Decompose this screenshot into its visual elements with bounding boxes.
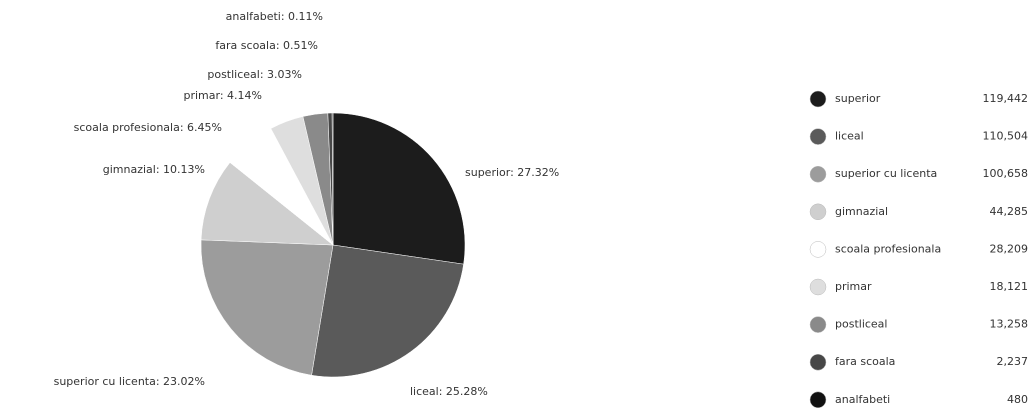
legend-swatch	[809, 241, 827, 258]
legend-label: scoala profesionala	[835, 242, 941, 255]
slice-label: superior: 27.32%	[465, 166, 559, 179]
pie-slice	[200, 162, 334, 246]
legend-label: primar	[835, 280, 872, 293]
pie-slice	[331, 112, 334, 246]
legend-value: 13,258	[990, 318, 1029, 331]
pie-slice	[332, 112, 466, 265]
legend-value: 2,237	[997, 355, 1029, 368]
slice-label: fara scoala: 0.51%	[215, 39, 318, 52]
legend-label: liceal	[835, 130, 864, 143]
legend-value: 119,442	[983, 92, 1029, 105]
legend-value: 110,504	[983, 130, 1029, 143]
legend-swatch	[809, 203, 827, 221]
slice-label: analfabeti: 0.11%	[226, 10, 323, 23]
slice-label: superior cu licenta: 23.02%	[54, 375, 205, 388]
legend-value: 480	[1007, 393, 1028, 406]
legend-swatch	[809, 316, 827, 333]
legend-label: superior	[835, 92, 881, 105]
legend-swatch	[809, 278, 827, 296]
legend-swatch	[809, 165, 827, 183]
slice-label: scoala profesionala: 6.45%	[74, 121, 222, 134]
legend-label: postliceal	[835, 318, 887, 331]
legend-value: 100,658	[983, 167, 1029, 180]
pie-slice	[311, 244, 464, 378]
legend-swatch	[809, 128, 827, 145]
legend-label: gimnazial	[835, 205, 888, 218]
legend-swatch	[809, 391, 827, 409]
legend-value: 28,209	[990, 242, 1029, 255]
legend-label: fara scoala	[835, 355, 895, 368]
slice-label: gimnazial: 10.13%	[103, 163, 205, 176]
legend-value: 18,121	[990, 280, 1029, 293]
slice-label: postliceal: 3.03%	[207, 68, 302, 81]
legend-label: analfabeti	[835, 393, 890, 406]
legend-swatch	[809, 90, 827, 108]
slice-label: primar: 4.14%	[184, 89, 263, 102]
slice-label: liceal: 25.28%	[410, 385, 488, 398]
legend-swatch	[809, 353, 827, 371]
legend-value: 44,285	[990, 205, 1029, 218]
pie-slice	[200, 239, 334, 376]
legend-label: superior cu licenta	[835, 167, 937, 180]
